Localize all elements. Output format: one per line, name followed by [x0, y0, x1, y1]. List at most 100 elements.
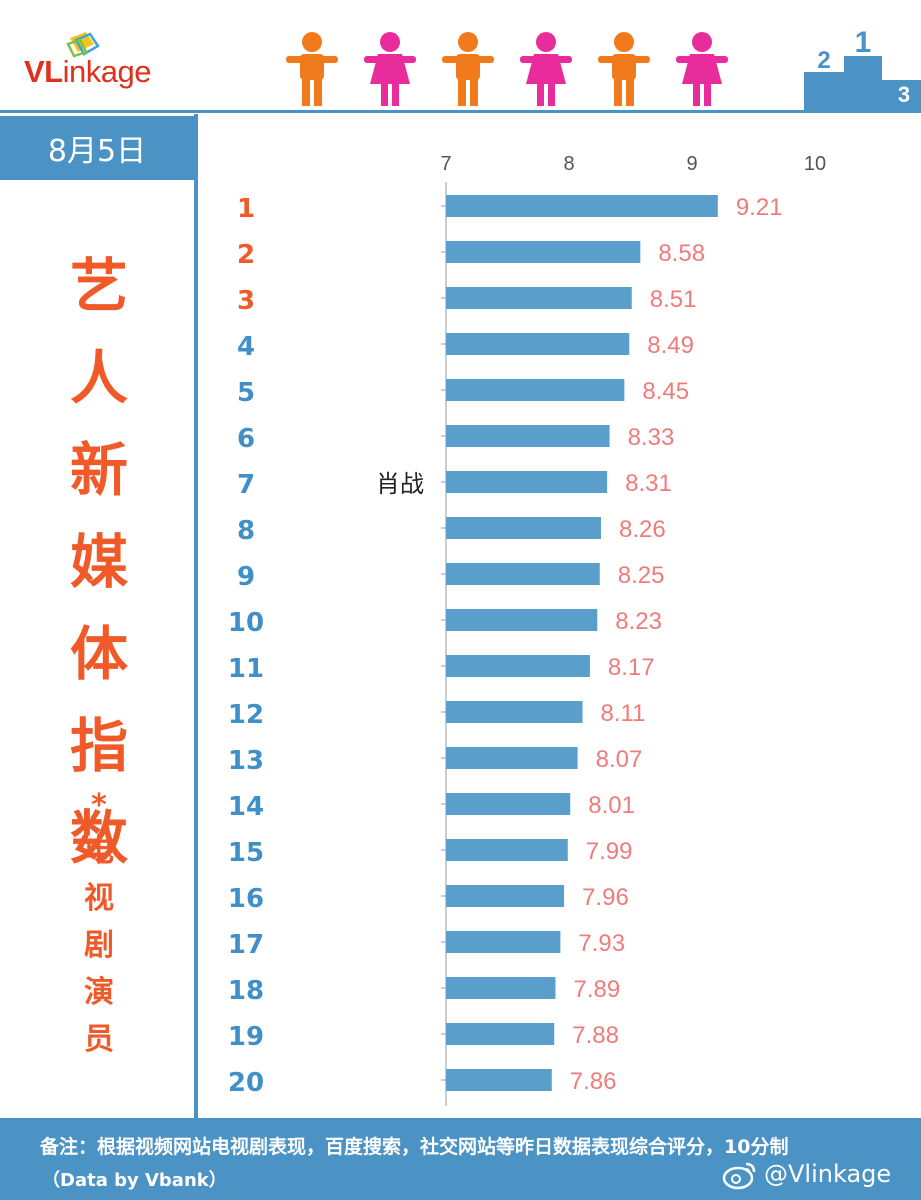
footer: 备注：根据视频网站电视剧表现，百度搜索，社交网站等昨日数据表现综合评分，10分制…: [0, 1118, 921, 1200]
date-label: 8月5日: [0, 116, 194, 180]
bar-value-label: 7.88: [572, 1022, 619, 1049]
bar: [446, 839, 568, 861]
footer-note: 备注：根据视频网站电视剧表现，百度搜索，社交网站等昨日数据表现综合评分，10分制: [40, 1136, 789, 1158]
podium-icon: 2 1 3: [804, 26, 921, 112]
bar-value-label: 8.17: [608, 654, 655, 681]
rank-label: 19: [228, 1022, 264, 1052]
bar: [446, 1023, 555, 1045]
bar: [446, 287, 632, 309]
bar-value-label: 9.21: [736, 194, 783, 221]
rank-label: 15: [228, 838, 264, 868]
subtitle-char: 剧: [84, 928, 114, 963]
rank-label: 13: [228, 746, 264, 776]
logo-rest: inkage: [62, 54, 152, 89]
bar-value-label: 8.33: [628, 424, 675, 451]
bar: [446, 977, 556, 999]
subtitle-char: 演: [84, 975, 114, 1010]
bar-value-label: 8.11: [601, 700, 646, 727]
x-tick-label: 10: [804, 153, 826, 175]
female-person-icon: [364, 32, 416, 106]
svg-text:1: 1: [855, 26, 872, 59]
female-person-icon: [520, 32, 572, 106]
bar: [446, 655, 590, 677]
male-person-icon: [442, 32, 494, 106]
bar: [446, 379, 625, 401]
bar-value-label: 8.49: [647, 332, 694, 359]
bar: [446, 471, 608, 493]
bar-value-label: 8.26: [619, 516, 666, 543]
rank-label: 5: [237, 378, 255, 408]
title-char: 数: [69, 804, 128, 872]
rank-label: 4: [237, 332, 255, 362]
rank-label: 8: [237, 516, 255, 546]
rank-label: 3: [237, 286, 255, 316]
rank-label: 10: [228, 608, 264, 638]
subtitle-char: 电: [84, 834, 114, 869]
title-char: 人: [69, 344, 128, 412]
rank-label: 17: [228, 930, 264, 960]
rank-label: 2: [237, 240, 255, 270]
rank-label: 14: [228, 792, 264, 822]
bar-value-label: 8.23: [615, 608, 662, 635]
bar-annotation-label: 肖战: [376, 470, 424, 498]
bar-value-label: 7.96: [582, 884, 629, 911]
x-tick-label: 8: [563, 153, 574, 175]
bar: [446, 609, 598, 631]
bar-value-label: 7.99: [586, 838, 633, 865]
bar: [446, 517, 601, 539]
logo-mark-icon: [66, 32, 100, 58]
rank-label: 1: [237, 194, 255, 224]
title-char: 媒: [69, 528, 128, 596]
x-tick-label: 7: [440, 153, 451, 175]
svg-text:2: 2: [817, 47, 830, 74]
bar: [446, 333, 630, 355]
bar: [446, 747, 578, 769]
bar-value-label: 8.07: [596, 746, 643, 773]
bar: [446, 1069, 552, 1091]
rank-label: 6: [237, 424, 255, 454]
bar-value-label: 7.89: [573, 976, 620, 1003]
logo-text: VLinkage: [24, 54, 151, 90]
vertical-subtitle: 电 视 剧 演 员: [40, 828, 158, 1063]
left-divider: [194, 114, 198, 1118]
bar: [446, 793, 571, 815]
bar-chart: 7 8 9 10 9.21 1 8.58 2 8.51 3 8.49 4 8.45 5 8.33 6 8.31 7…: [228, 153, 826, 1106]
vlinkage-logo: VLinkage: [24, 30, 194, 100]
male-person-icon: [286, 32, 338, 106]
people-icons: [282, 30, 728, 106]
bar-value-label: 8.25: [618, 562, 665, 589]
bar: [446, 241, 641, 263]
title-char: 体: [69, 620, 128, 688]
bar-value-label: 8.51: [650, 286, 697, 313]
bar-value-label: 8.01: [588, 792, 635, 819]
rank-label: 18: [228, 976, 264, 1006]
bar: [446, 195, 718, 217]
subtitle-char: 员: [84, 1022, 114, 1057]
bar-value-label: 7.93: [578, 930, 625, 957]
rank-label: 11: [228, 654, 264, 684]
rank-label: 12: [228, 700, 264, 730]
female-person-icon: [676, 32, 728, 106]
header: VLinkage: [0, 0, 921, 113]
svg-text:3: 3: [898, 82, 910, 107]
rank-label: 16: [228, 884, 264, 914]
footer-source: （Data by Vbank）: [42, 1170, 227, 1191]
logo-prefix: VL: [24, 54, 63, 89]
title-char: 指: [69, 712, 128, 780]
bar-value-label: 8.58: [658, 240, 705, 267]
rank-label: 7: [237, 470, 255, 500]
vertical-title: 艺 人 新 媒 体 指 数: [40, 240, 158, 884]
bar-value-label: 8.31: [625, 470, 672, 497]
x-tick-label: 9: [686, 153, 697, 175]
title-char: 新: [69, 436, 128, 504]
bar: [446, 563, 600, 585]
title-char: 艺: [69, 252, 128, 320]
bar: [446, 701, 583, 723]
bar-value-label: 8.45: [642, 378, 689, 405]
male-person-icon: [598, 32, 650, 106]
rank-label: 20: [228, 1068, 264, 1098]
rank-label: 9: [237, 562, 255, 592]
header-divider: [0, 110, 921, 113]
title-star: *: [91, 788, 107, 823]
bar: [446, 931, 561, 953]
